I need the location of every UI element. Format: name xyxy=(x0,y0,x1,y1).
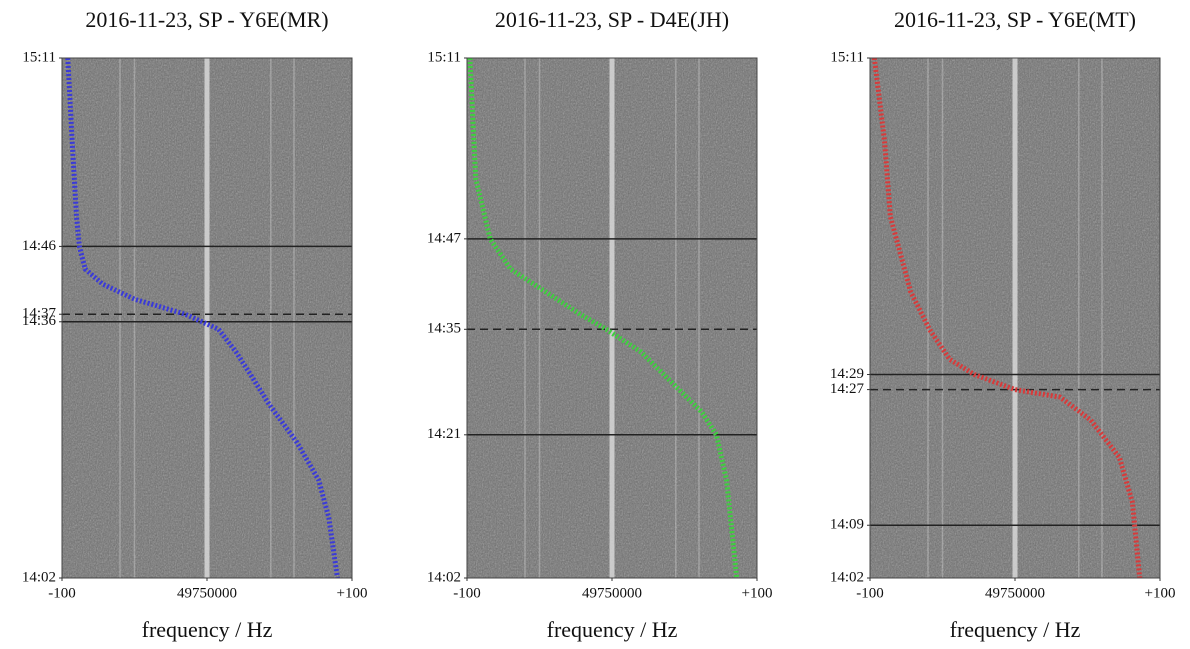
y-tick-label: 14:02 xyxy=(22,569,56,585)
x-tick-label: +100 xyxy=(337,585,368,601)
plot-area xyxy=(62,58,352,578)
y-tick-label: 15:11 xyxy=(22,49,56,65)
x-axis-label: frequency / Hz xyxy=(547,617,678,642)
y-tick-label: 14:36 xyxy=(22,313,57,329)
y-tick-label: 14:02 xyxy=(427,569,461,585)
x-tick-label: +100 xyxy=(742,585,773,601)
x-tick-label: 49750000 xyxy=(177,585,237,601)
chart-title: 2016-11-23, SP - Y6E(MR) xyxy=(85,7,328,32)
x-tick-label: +100 xyxy=(1145,585,1176,601)
x-tick-label: 49750000 xyxy=(582,585,642,601)
chart-title: 2016-11-23, SP - Y6E(MT) xyxy=(894,7,1136,32)
panel: 2016-11-23, SP - Y6E(MT)14:0214:0914:271… xyxy=(830,7,1176,642)
plot-area xyxy=(870,58,1160,578)
x-tick-label: -100 xyxy=(856,585,884,601)
y-tick-label: 14:46 xyxy=(22,238,57,254)
y-tick-label: 14:21 xyxy=(427,426,461,442)
y-tick-label: 15:11 xyxy=(427,49,461,65)
y-tick-label: 14:35 xyxy=(427,321,461,337)
x-axis-label: frequency / Hz xyxy=(142,617,273,642)
y-tick-label: 14:09 xyxy=(830,517,864,533)
y-tick-label: 15:11 xyxy=(830,49,864,65)
y-tick-label: 14:37 xyxy=(22,306,57,322)
y-tick-label: 14:47 xyxy=(427,230,462,246)
chart-title: 2016-11-23, SP - D4E(JH) xyxy=(495,7,729,32)
frequency-curve xyxy=(871,58,1143,578)
x-tick-label: 49750000 xyxy=(985,585,1045,601)
y-tick-label: 14:02 xyxy=(830,569,864,585)
x-axis-label: frequency / Hz xyxy=(950,617,1081,642)
panel: 2016-11-23, SP - D4E(JH) 14:02 14:21 14:35 1… xyxy=(427,7,773,642)
x-tick-label: -100 xyxy=(453,585,481,601)
x-tick-label: -100 xyxy=(48,585,76,601)
plot-area xyxy=(467,58,757,578)
y-tick-label: 14:27 xyxy=(830,381,865,397)
y-tick-label: 14:29 xyxy=(830,366,864,382)
frequency-curve xyxy=(65,58,340,578)
frequency-curve xyxy=(467,58,740,578)
